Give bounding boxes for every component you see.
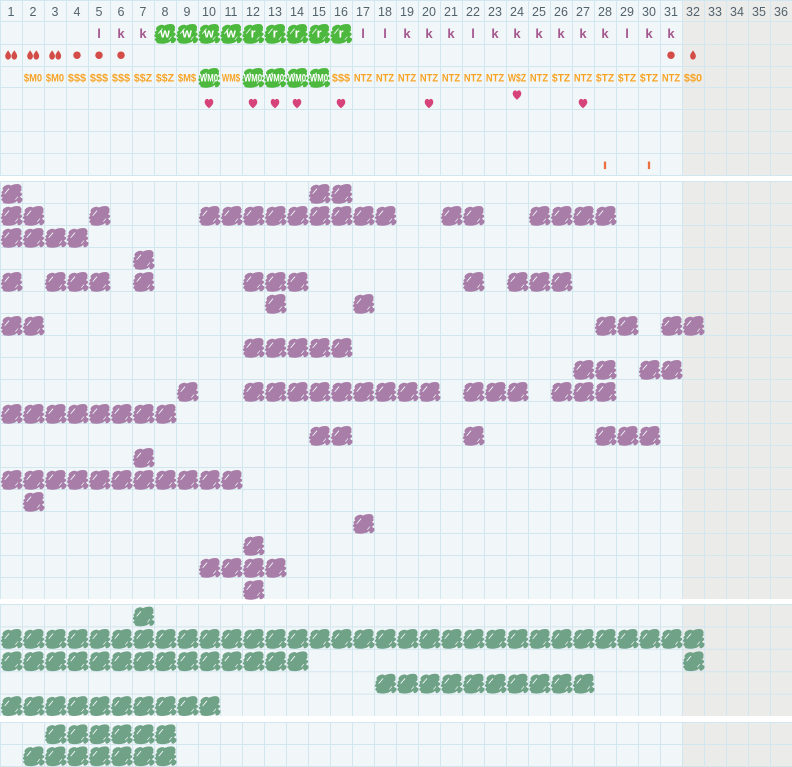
svg-text:3: 3 <box>52 5 59 19</box>
svg-text:$$$: $$$ <box>90 73 108 85</box>
svg-text:30: 30 <box>642 5 656 19</box>
svg-text:k: k <box>535 26 543 41</box>
svg-text:6: 6 <box>118 5 125 19</box>
svg-text:$$$: $$$ <box>112 73 130 85</box>
svg-text:22: 22 <box>466 5 480 19</box>
svg-text:WM0: WM0 <box>200 73 218 85</box>
svg-text:NTZ: NTZ <box>420 73 439 85</box>
svg-text:k: k <box>667 26 675 41</box>
svg-text:k: k <box>403 26 411 41</box>
svg-text:24: 24 <box>510 5 524 19</box>
svg-text:9: 9 <box>184 5 191 19</box>
svg-text:$$$: $$$ <box>68 73 86 85</box>
svg-text:WM0: WM0 <box>288 73 306 85</box>
svg-text:r: r <box>295 27 300 41</box>
svg-text:NTZ: NTZ <box>486 73 505 85</box>
svg-text:16: 16 <box>334 5 348 19</box>
svg-text:18: 18 <box>378 5 392 19</box>
svg-text:l: l <box>97 26 101 41</box>
svg-text:NTZ: NTZ <box>530 73 549 85</box>
svg-text:$$$: $$$ <box>332 73 350 85</box>
svg-text:NTZ: NTZ <box>354 73 373 85</box>
svg-text:NTZ: NTZ <box>442 73 461 85</box>
svg-text:k: k <box>601 26 609 41</box>
svg-text:1: 1 <box>8 5 15 19</box>
svg-text:28: 28 <box>598 5 612 19</box>
svg-text:20: 20 <box>422 5 436 19</box>
svg-text:17: 17 <box>356 5 370 19</box>
svg-text:13: 13 <box>268 5 282 19</box>
svg-text:k: k <box>491 26 499 41</box>
svg-text:31: 31 <box>664 5 678 19</box>
svg-text:27: 27 <box>576 5 590 19</box>
svg-text:32: 32 <box>686 5 700 19</box>
svg-text:k: k <box>425 26 433 41</box>
svg-text:k: k <box>117 26 125 41</box>
svg-text:29: 29 <box>620 5 634 19</box>
svg-text:7: 7 <box>140 5 147 19</box>
svg-text:k: k <box>557 26 565 41</box>
svg-text:w: w <box>159 27 170 41</box>
svg-text:10: 10 <box>202 5 216 19</box>
svg-text:k: k <box>579 26 587 41</box>
svg-text:r: r <box>251 27 256 41</box>
svg-text:r: r <box>339 27 344 41</box>
svg-text:8: 8 <box>162 5 169 19</box>
svg-text:NTZ: NTZ <box>464 73 483 85</box>
svg-text:$$0: $$0 <box>684 73 702 85</box>
svg-text:33: 33 <box>708 5 722 19</box>
svg-text:19: 19 <box>400 5 414 19</box>
svg-text:$TZ: $TZ <box>640 73 659 85</box>
svg-text:w: w <box>203 27 214 41</box>
svg-text:15: 15 <box>312 5 326 19</box>
svg-text:14: 14 <box>290 5 304 19</box>
svg-text:k: k <box>447 26 455 41</box>
svg-text:NTZ: NTZ <box>574 73 593 85</box>
svg-text:26: 26 <box>554 5 568 19</box>
svg-text:WM0: WM0 <box>266 73 284 85</box>
svg-text:NTZ: NTZ <box>662 73 681 85</box>
svg-text:WM0: WM0 <box>310 73 328 85</box>
svg-text:NTZ: NTZ <box>376 73 395 85</box>
svg-text:$TZ: $TZ <box>596 73 615 85</box>
svg-text:36: 36 <box>774 5 788 19</box>
svg-text:WM$: WM$ <box>222 73 240 85</box>
svg-text:W$Z: W$Z <box>508 73 527 85</box>
svg-text:$M0: $M0 <box>24 73 42 85</box>
svg-text:k: k <box>139 26 147 41</box>
svg-text:NTZ: NTZ <box>398 73 417 85</box>
svg-text:$M0: $M0 <box>46 73 64 85</box>
svg-text:l: l <box>625 26 629 41</box>
svg-text:k: k <box>513 26 521 41</box>
svg-text:l: l <box>471 26 475 41</box>
svg-text:l: l <box>361 26 365 41</box>
svg-text:$TZ: $TZ <box>618 73 637 85</box>
svg-text:k: k <box>645 26 653 41</box>
svg-text:12: 12 <box>246 5 260 19</box>
svg-text:r: r <box>273 27 278 41</box>
svg-text:w: w <box>181 27 192 41</box>
svg-text:4: 4 <box>74 5 81 19</box>
svg-text:$TZ: $TZ <box>552 73 571 85</box>
svg-text:25: 25 <box>532 5 546 19</box>
svg-text:w: w <box>225 27 236 41</box>
svg-text:2: 2 <box>30 5 37 19</box>
svg-text:21: 21 <box>444 5 458 19</box>
svg-text:35: 35 <box>752 5 766 19</box>
svg-text:WM0: WM0 <box>244 73 262 85</box>
svg-text:r: r <box>317 27 322 41</box>
svg-text:$$Z: $$Z <box>156 73 175 85</box>
svg-text:34: 34 <box>730 5 744 19</box>
svg-text:5: 5 <box>96 5 103 19</box>
svg-text:l: l <box>383 26 387 41</box>
svg-text:11: 11 <box>225 5 238 19</box>
svg-text:$$Z: $$Z <box>134 73 153 85</box>
svg-text:$M$: $M$ <box>178 73 196 85</box>
svg-text:23: 23 <box>488 5 502 19</box>
